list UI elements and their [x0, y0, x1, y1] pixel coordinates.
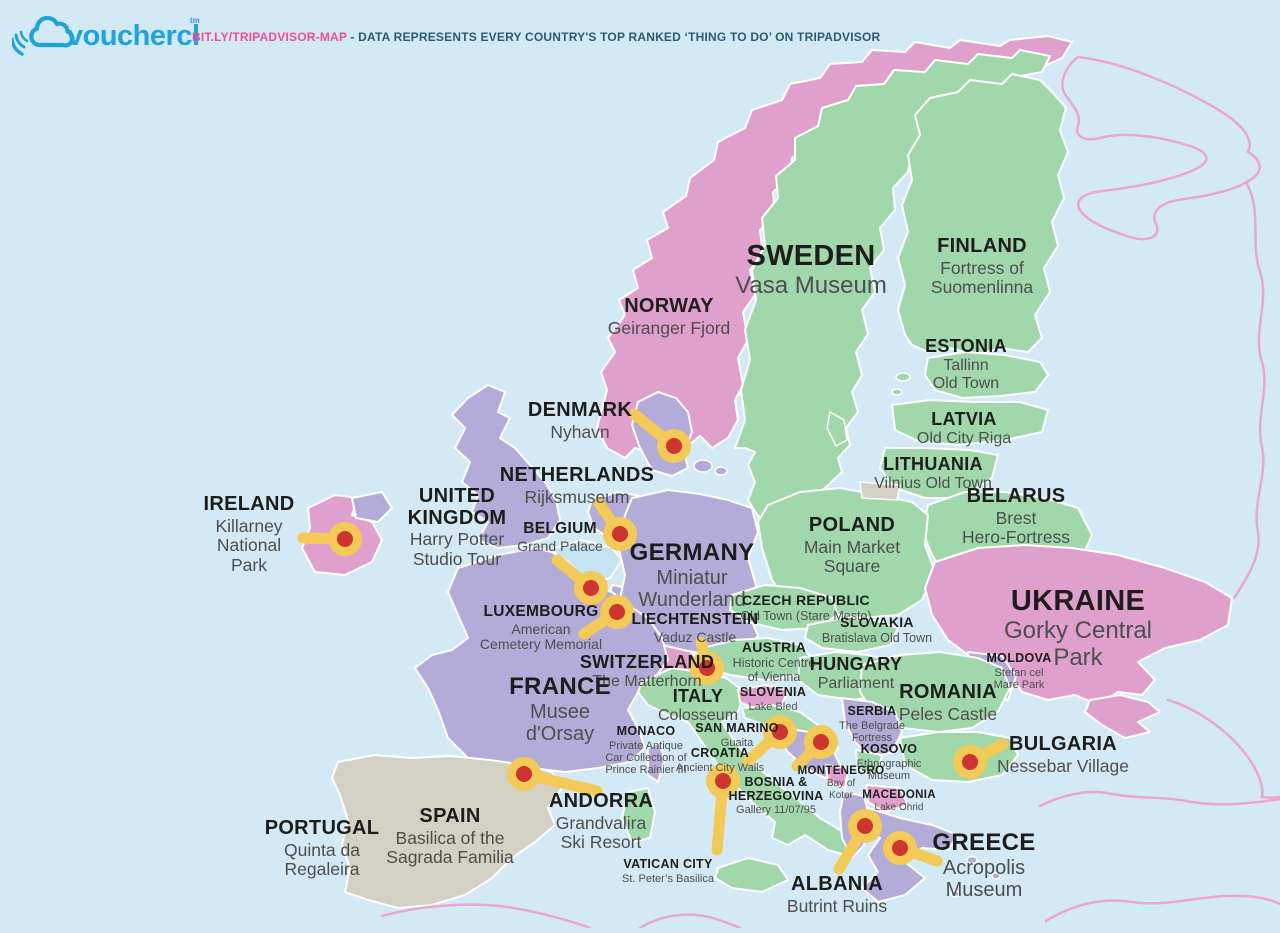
country-shape-ukraine: [1084, 694, 1161, 739]
header-tagline: BIT.LY/TRIPADVISOR-MAP - DATA REPRESENTS…: [192, 30, 880, 44]
marker-dot: [715, 773, 731, 789]
map-marker-albania: [833, 809, 882, 875]
marker-dot: [892, 840, 908, 856]
country-shape-latvia: [891, 399, 1049, 446]
neighbor-country-outline: [1061, 55, 1261, 241]
marker-dot: [772, 724, 788, 740]
neighbor-country-outline: [1166, 698, 1280, 799]
country-shape-kosovo: [855, 749, 883, 775]
country-shape-lithuania: [879, 447, 999, 499]
neighbor-country-outline: [1232, 182, 1266, 600]
island-shape: [693, 459, 713, 473]
tagline-text: - DATA REPRESENTS EVERY COUNTRY'S TOP RA…: [350, 30, 881, 44]
marker-dot: [699, 660, 715, 676]
map-marker-greece: [883, 831, 943, 867]
country-shape-spain: [331, 754, 563, 909]
vouchercloud-logo: vouchercloud tm: [12, 6, 200, 56]
neighbor-country-outline: [380, 903, 592, 930]
country-shape-slovenia: [737, 684, 789, 711]
island-shape: [950, 890, 960, 898]
marker-dot: [813, 734, 829, 750]
map-marker-luxembourg: [578, 595, 634, 640]
map-marker-san_marino: [742, 715, 797, 767]
country-shape-italy: [714, 857, 789, 893]
country-shape-estonia: [924, 351, 1049, 399]
logo-wordmark: vouchercloud: [67, 20, 200, 52]
marker-dot: [666, 438, 682, 454]
map-marker-vatican_city: [706, 764, 740, 856]
marker-dot: [583, 580, 599, 596]
island-shape: [966, 855, 978, 865]
island-shape: [891, 388, 903, 396]
cloud-logo-icon: [12, 15, 75, 56]
country-shape-italy: [621, 787, 656, 843]
country-shape-france: [647, 741, 665, 783]
country-shape-finland: [897, 73, 1069, 356]
neighbor-country-outline: [1044, 894, 1280, 923]
country-shape-united_kingdom: [451, 384, 561, 549]
map-marker-bulgaria: [953, 738, 1009, 779]
marker-dot: [962, 754, 978, 770]
marker-dot: [609, 604, 625, 620]
country-shape-montenegro: [825, 764, 849, 789]
neighbor-country-outline: [1038, 790, 1280, 808]
island-shape: [991, 872, 1001, 880]
marker-dot: [612, 526, 628, 542]
map-marker-andorra: [507, 757, 603, 797]
marker-dot: [516, 766, 532, 782]
country-shape-macedonia: [865, 784, 909, 813]
country-shape-united_kingdom: [351, 491, 393, 523]
map-marker-ireland: [297, 522, 362, 556]
map-marker-bosnia_herzegovina: [791, 725, 838, 772]
country-shape-serbia: [841, 697, 903, 759]
island-shape: [826, 410, 848, 448]
island-shape: [714, 466, 728, 476]
island-shape: [859, 481, 901, 501]
marker-dot: [337, 531, 353, 547]
neighbor-country-outline: [638, 913, 742, 930]
island-shape: [895, 372, 911, 382]
marker-dot: [857, 818, 873, 834]
map-marker-liechtenstein: [690, 636, 724, 685]
bitly-link[interactable]: BIT.LY/TRIPADVISOR-MAP: [192, 30, 347, 44]
map-marker-netherlands: [593, 497, 637, 551]
map-marker-belgium: [551, 554, 608, 605]
map-marker-denmark: [628, 408, 691, 463]
logo-trademark: tm: [190, 16, 200, 25]
country-shape-slovakia: [804, 617, 899, 653]
